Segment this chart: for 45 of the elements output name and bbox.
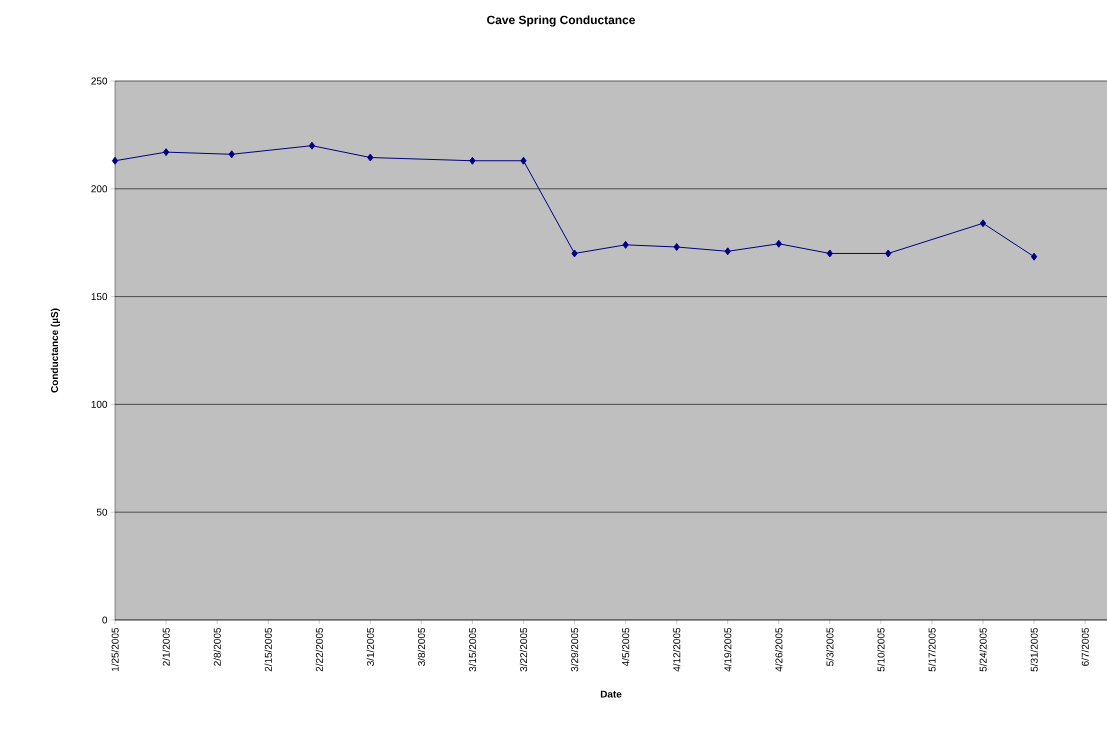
y-tick-label: 50 xyxy=(96,508,108,516)
x-tick-label: 2/22/2005 xyxy=(315,627,323,672)
point xyxy=(775,239,782,248)
point xyxy=(111,156,119,165)
x-tick-label: 2/8/2005 xyxy=(213,627,221,666)
point xyxy=(571,249,578,258)
x-tick-label: 4/5/2005 xyxy=(621,627,630,667)
x-tick-label: 5/24/2005 xyxy=(979,627,987,672)
point xyxy=(520,156,527,165)
x-tick-label: 4/12/2005 xyxy=(673,627,681,672)
point xyxy=(367,153,374,162)
x-tick-label: 3/15/2005 xyxy=(468,627,477,672)
point xyxy=(162,148,170,157)
x-tick-label: 5/10/2005 xyxy=(877,627,885,672)
point xyxy=(469,156,476,165)
x-tick-label: 6/7/2005 xyxy=(1081,627,1089,666)
point xyxy=(673,243,680,251)
x-tick-label: 3/1/2005 xyxy=(366,627,374,666)
x-tick-label: 4/19/2005 xyxy=(724,627,732,672)
x-tick-label: 4/26/2005 xyxy=(775,627,783,672)
x-tick-label: 2/15/2005 xyxy=(264,627,272,672)
y-tick-label: 0 xyxy=(102,616,108,624)
x-tick-label: 2/1/2005 xyxy=(162,627,170,666)
point xyxy=(308,141,316,150)
x-tick-label: 5/31/2005 xyxy=(1030,627,1038,672)
x-tick-label: 5/17/2005 xyxy=(928,627,936,672)
point xyxy=(724,247,731,256)
x-tick-label: 3/29/2005 xyxy=(570,627,579,672)
chart-title: Cave Spring Conductance xyxy=(487,15,635,27)
point xyxy=(622,240,629,249)
point xyxy=(1030,252,1038,261)
point xyxy=(826,249,833,258)
x-tick-label: 3/8/2005 xyxy=(417,627,426,666)
point xyxy=(228,150,235,159)
x-tick-label: 3/22/2005 xyxy=(519,627,528,672)
y-tick-label: 150 xyxy=(91,293,108,301)
y-axis-title: Conductance (µS) xyxy=(50,308,61,393)
x-tick-label: 1/25/2005 xyxy=(111,627,119,672)
y-tick-label: 250 xyxy=(91,77,108,85)
x-axis-title: Date xyxy=(600,690,622,698)
x-tick-label: 5/3/2005 xyxy=(826,627,834,666)
point xyxy=(885,249,892,258)
point xyxy=(979,219,987,228)
y-tick-label: 100 xyxy=(91,400,108,408)
y-tick-label: 200 xyxy=(91,185,108,193)
